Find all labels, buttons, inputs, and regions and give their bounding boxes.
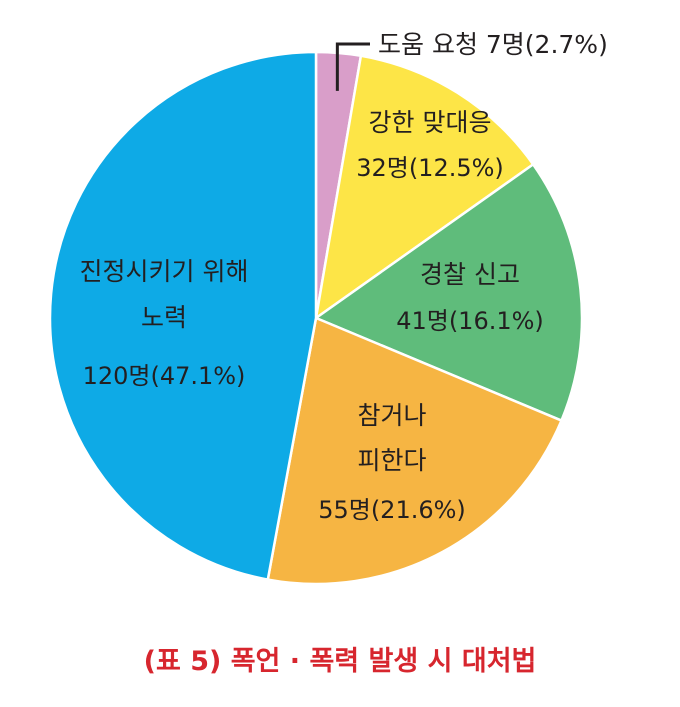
- slice-label-police-report: 경찰 신고: [420, 260, 520, 289]
- slice-label-strong-counter: 강한 맞대응: [369, 108, 492, 137]
- pie-slice-endure-or-avoid: [266, 316, 563, 586]
- slice-value-strong-counter: 32명(12.5%): [356, 154, 504, 182]
- slice-label-help-request: 도움 요청 7명(2.7%): [378, 30, 608, 59]
- pie-slice-calm-down-effort: [48, 50, 318, 581]
- callout-leader: [335, 42, 370, 91]
- slice-label-endure-or-avoid-line2: 피한다: [357, 446, 426, 475]
- chart-title: (표 5) 폭언 · 폭력 발생 시 대처법: [144, 646, 537, 677]
- callout-line-help-request: [335, 42, 370, 91]
- pie-slices: [48, 50, 584, 586]
- pie-slice-police-report: [314, 163, 584, 422]
- slice-value-police-report: 41명(16.1%): [396, 307, 544, 335]
- slice-label-calm-down-effort-line2: 노력: [141, 303, 187, 332]
- slice-label-endure-or-avoid-line1: 참거나: [357, 401, 426, 430]
- slice-label-calm-down-effort-line1: 진정시키기 위해: [80, 257, 249, 286]
- pie-labels: 도움 요청 7명(2.7%) 강한 맞대응 32명(12.5%) 경찰 신고 41명(1…: [80, 30, 608, 524]
- slice-value-endure-or-avoid: 55명(21.6%): [318, 496, 466, 524]
- slice-value-calm-down-effort: 120명(47.1%): [83, 362, 246, 390]
- pie-slice-strong-counter: [314, 54, 535, 320]
